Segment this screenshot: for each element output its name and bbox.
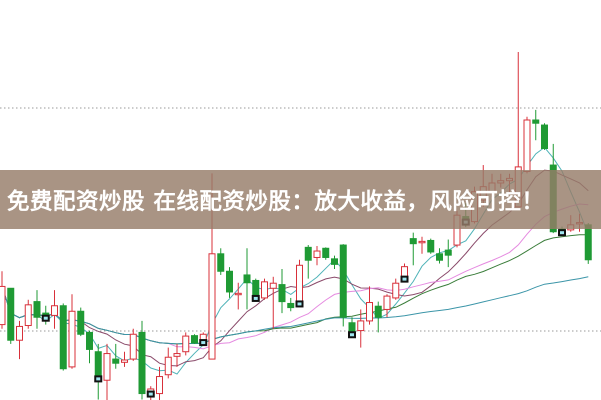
candle-up: [121, 359, 128, 363]
candle-down: [374, 305, 382, 318]
candle-down: [436, 253, 443, 261]
candle-down: [541, 124, 548, 150]
candle-down: [339, 244, 347, 318]
candle-up: [523, 119, 531, 172]
signal-marker-glyph: [96, 377, 101, 381]
candle-down: [94, 351, 102, 379]
candle-up: [366, 302, 373, 322]
candle-down: [278, 284, 286, 303]
candle-down: [444, 249, 452, 256]
candle-up: [51, 305, 58, 316]
candle-up: [164, 356, 172, 376]
candle-down: [217, 253, 225, 272]
banner-text: 免费配资炒股 在线配资炒股：放大收益，风险可控！: [7, 188, 545, 215]
signal-marker-glyph: [201, 341, 206, 345]
candle-up: [156, 376, 163, 395]
candle-up: [0, 285, 6, 326]
candle-down: [532, 119, 540, 124]
candle-up: [357, 320, 365, 332]
candle-down: [584, 224, 592, 261]
ma60-line: [1, 276, 589, 345]
signal-marker-glyph: [43, 316, 48, 320]
candle-down: [331, 258, 338, 265]
candle-down: [191, 335, 198, 344]
signal-marker-glyph: [253, 296, 258, 300]
candle-down: [226, 270, 233, 293]
candle-down: [322, 247, 330, 258]
candle-up: [392, 282, 400, 299]
candle-down: [243, 274, 251, 284]
candle-up: [383, 295, 391, 310]
candle-down: [33, 301, 41, 318]
candle-up: [16, 325, 23, 341]
candle-down: [287, 302, 295, 309]
signal-marker-glyph: [148, 392, 153, 396]
candle-up: [269, 282, 277, 289]
candle-down: [7, 287, 15, 341]
candle-down: [77, 310, 85, 335]
promo-banner: 免费配资炒股 在线配资炒股：放大收益，风险可控！: [0, 170, 601, 229]
candle-up: [261, 281, 268, 299]
candle-up: [296, 264, 303, 304]
candle-up: [313, 250, 321, 258]
candle-up: [418, 240, 426, 244]
candle-up: [103, 353, 111, 381]
candle-down: [409, 238, 417, 245]
candle-down: [112, 358, 120, 364]
candle-up: [173, 353, 181, 357]
candle-up: [24, 304, 32, 327]
signal-marker-glyph: [560, 231, 564, 235]
candle-down: [138, 331, 146, 395]
candle-up: [129, 333, 137, 360]
signal-marker-glyph: [297, 302, 302, 306]
candle-down: [59, 305, 67, 370]
candle-up: [182, 335, 190, 353]
candle-down: [86, 331, 93, 350]
signal-marker-glyph: [350, 333, 354, 337]
candle-up: [234, 292, 242, 296]
candle-up: [208, 253, 216, 360]
candle-down: [427, 239, 435, 253]
candle-up: [68, 310, 76, 368]
signal-marker-glyph: [402, 277, 407, 281]
candle-down: [304, 246, 312, 261]
